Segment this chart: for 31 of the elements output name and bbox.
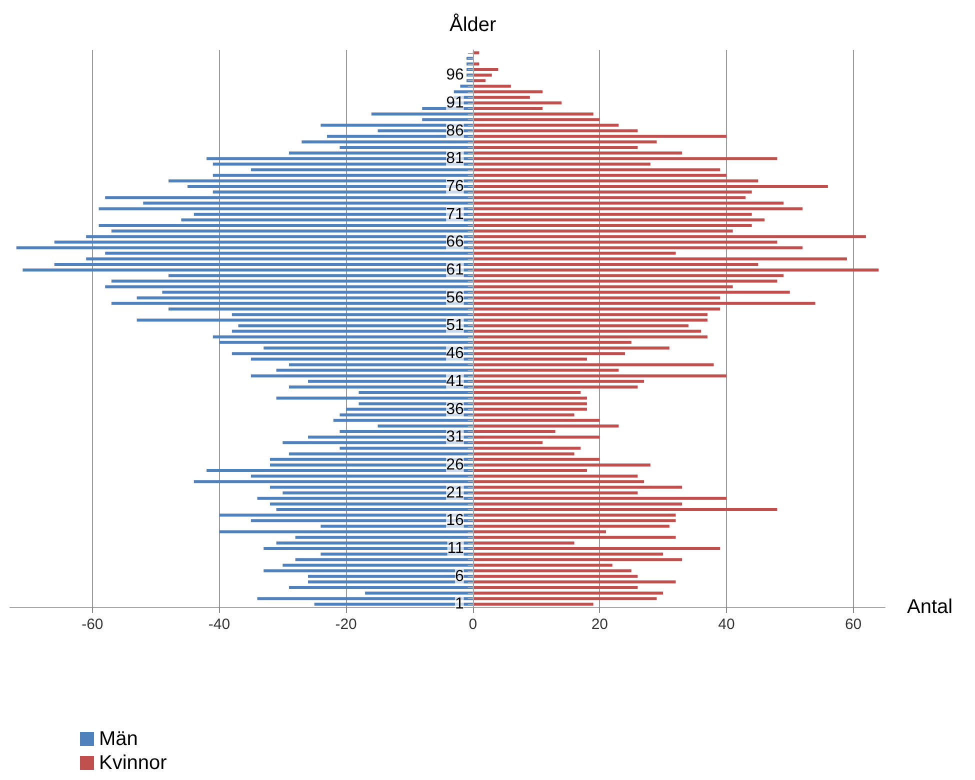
- y-tick-label: 41: [446, 372, 464, 390]
- y-tick-label: 26: [446, 456, 464, 474]
- y-tick-label: 61: [446, 262, 464, 279]
- y-tick-label: 16: [446, 512, 464, 530]
- y-tick-label: 1: [454, 596, 464, 613]
- y-tick-label: 81: [446, 150, 464, 168]
- y-tick-label: 36: [446, 400, 464, 418]
- x-tick-label: -60: [82, 616, 104, 633]
- x-tick-label: 40: [718, 616, 735, 633]
- y-tick-label: 31: [446, 428, 464, 446]
- legend-label: Kvinnor: [99, 752, 168, 774]
- x-tick-label: -20: [335, 616, 357, 633]
- y-tick-label: 46: [446, 345, 464, 362]
- y-tick-label: 76: [446, 178, 464, 195]
- y-tick-label: 86: [446, 122, 464, 140]
- y-tick-label: 6: [454, 568, 464, 585]
- y-tick-label: 71: [446, 206, 464, 223]
- legend-label: Män: [99, 728, 138, 750]
- x-tick-label: -40: [208, 616, 230, 633]
- x-tick-label: 0: [468, 616, 478, 633]
- y-tick-label: 56: [446, 289, 464, 306]
- y-tick-label: 51: [446, 317, 464, 334]
- x-axis-title: Antal: [907, 596, 953, 618]
- y-axis-title: Ålder: [450, 13, 497, 36]
- x-tick-label: 20: [591, 616, 608, 633]
- y-tick-label: 21: [446, 484, 464, 502]
- y-tick-label: 91: [446, 94, 464, 112]
- y-tick-label: 11: [447, 540, 464, 558]
- y-tick-label: 96: [446, 66, 464, 84]
- x-tick-label: 60: [844, 616, 862, 633]
- y-tick-label: 66: [446, 234, 464, 251]
